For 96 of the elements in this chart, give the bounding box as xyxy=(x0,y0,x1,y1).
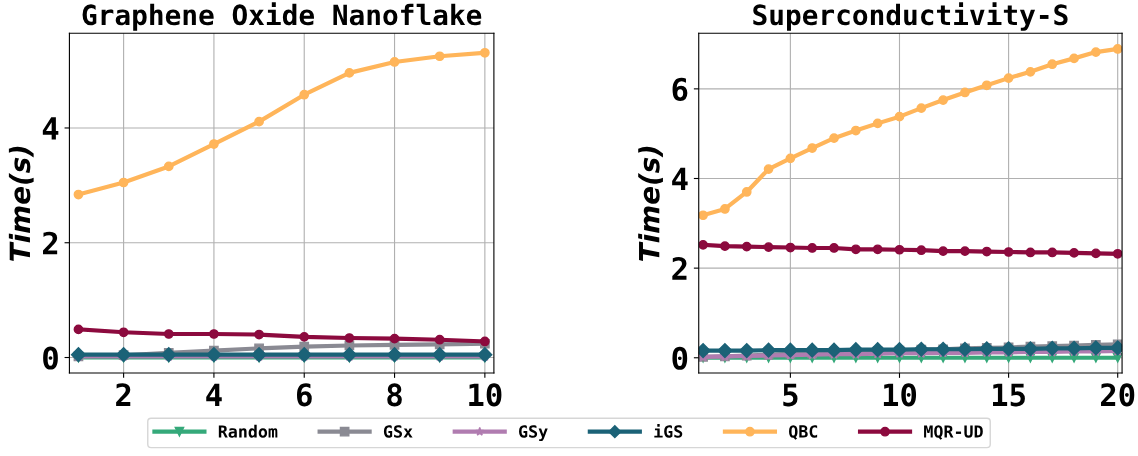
point xyxy=(1112,44,1123,54)
point xyxy=(118,327,129,338)
point xyxy=(73,189,84,200)
point xyxy=(979,341,995,357)
y-axis-title: Time(s) xyxy=(638,146,663,261)
point xyxy=(1069,248,1079,258)
point xyxy=(163,161,174,172)
chart-title: Superconductivity-S xyxy=(753,2,1068,31)
y-tick-label: 0 xyxy=(672,346,688,370)
point xyxy=(741,241,752,252)
point xyxy=(763,242,774,252)
point xyxy=(804,342,820,358)
point xyxy=(1044,340,1060,356)
legend-label: iGS xyxy=(654,423,683,438)
point xyxy=(760,342,777,358)
x-tick-label: 10 xyxy=(469,383,502,407)
point xyxy=(389,57,400,67)
point xyxy=(1066,340,1082,356)
point xyxy=(894,244,905,255)
point xyxy=(1025,247,1036,258)
point xyxy=(741,187,752,197)
point xyxy=(1003,73,1014,83)
point xyxy=(916,103,927,113)
point xyxy=(299,89,310,100)
x-tick-label: 20 xyxy=(1101,383,1135,407)
point xyxy=(850,125,861,136)
point xyxy=(1025,66,1036,77)
y-tick-label: 2 xyxy=(43,231,58,255)
point xyxy=(981,80,992,91)
x-tick-label: 2 xyxy=(116,383,131,406)
x-tick-label: 6 xyxy=(296,383,312,407)
legend-label: Random xyxy=(218,424,278,438)
point xyxy=(717,343,733,359)
point xyxy=(1047,59,1058,70)
point xyxy=(254,329,264,340)
point xyxy=(209,329,219,339)
point xyxy=(698,239,708,250)
point xyxy=(344,333,355,343)
point xyxy=(829,133,839,144)
point xyxy=(344,68,355,78)
point xyxy=(1003,247,1014,257)
point xyxy=(720,241,730,252)
point xyxy=(739,343,755,359)
point xyxy=(299,331,310,342)
point xyxy=(73,324,84,335)
point xyxy=(1022,341,1038,357)
y-tick-label: 2 xyxy=(672,257,687,280)
point xyxy=(163,329,174,339)
legend-label: QBC xyxy=(789,425,818,440)
point xyxy=(1001,341,1017,357)
point xyxy=(720,204,730,214)
point xyxy=(254,116,264,127)
point xyxy=(1069,53,1079,64)
y-tick-label: 6 xyxy=(672,77,688,101)
legend-label: GSx xyxy=(383,425,413,438)
y-axis-title: Time(s) xyxy=(8,146,34,261)
point xyxy=(807,143,818,153)
point xyxy=(698,210,708,221)
point xyxy=(960,246,970,256)
point xyxy=(894,111,905,122)
x-tick-label: 5 xyxy=(783,383,798,407)
legend-label: MQR-UD xyxy=(924,425,983,440)
point xyxy=(850,244,861,255)
y-tick-label: 4 xyxy=(42,117,59,140)
point xyxy=(1088,340,1104,356)
point xyxy=(1091,47,1101,57)
point xyxy=(1047,247,1058,258)
x-tick-label: 10 xyxy=(883,383,917,407)
point xyxy=(872,244,883,255)
point xyxy=(782,342,798,358)
point xyxy=(1112,248,1123,259)
chart-title: Graphene Oxide Nanoflake xyxy=(82,2,482,31)
legend-label: GSy xyxy=(519,425,548,441)
point xyxy=(118,177,129,188)
y-tick-label: 4 xyxy=(672,167,688,191)
y-tick-label: 0 xyxy=(43,346,58,370)
point xyxy=(938,95,948,105)
point xyxy=(938,246,948,256)
point xyxy=(389,333,400,344)
point xyxy=(479,47,490,58)
point xyxy=(916,245,927,256)
point xyxy=(434,334,445,345)
x-tick-label: 15 xyxy=(993,383,1025,407)
point xyxy=(434,51,445,62)
point xyxy=(763,164,774,174)
x-tick-label: 4 xyxy=(206,383,222,406)
point xyxy=(960,87,970,98)
point xyxy=(829,243,839,253)
point xyxy=(981,246,992,257)
point xyxy=(872,118,883,129)
point xyxy=(785,242,796,253)
point xyxy=(785,153,796,164)
x-tick-label: 8 xyxy=(387,383,402,407)
point xyxy=(209,139,219,149)
point xyxy=(1091,248,1101,259)
point xyxy=(807,243,818,253)
